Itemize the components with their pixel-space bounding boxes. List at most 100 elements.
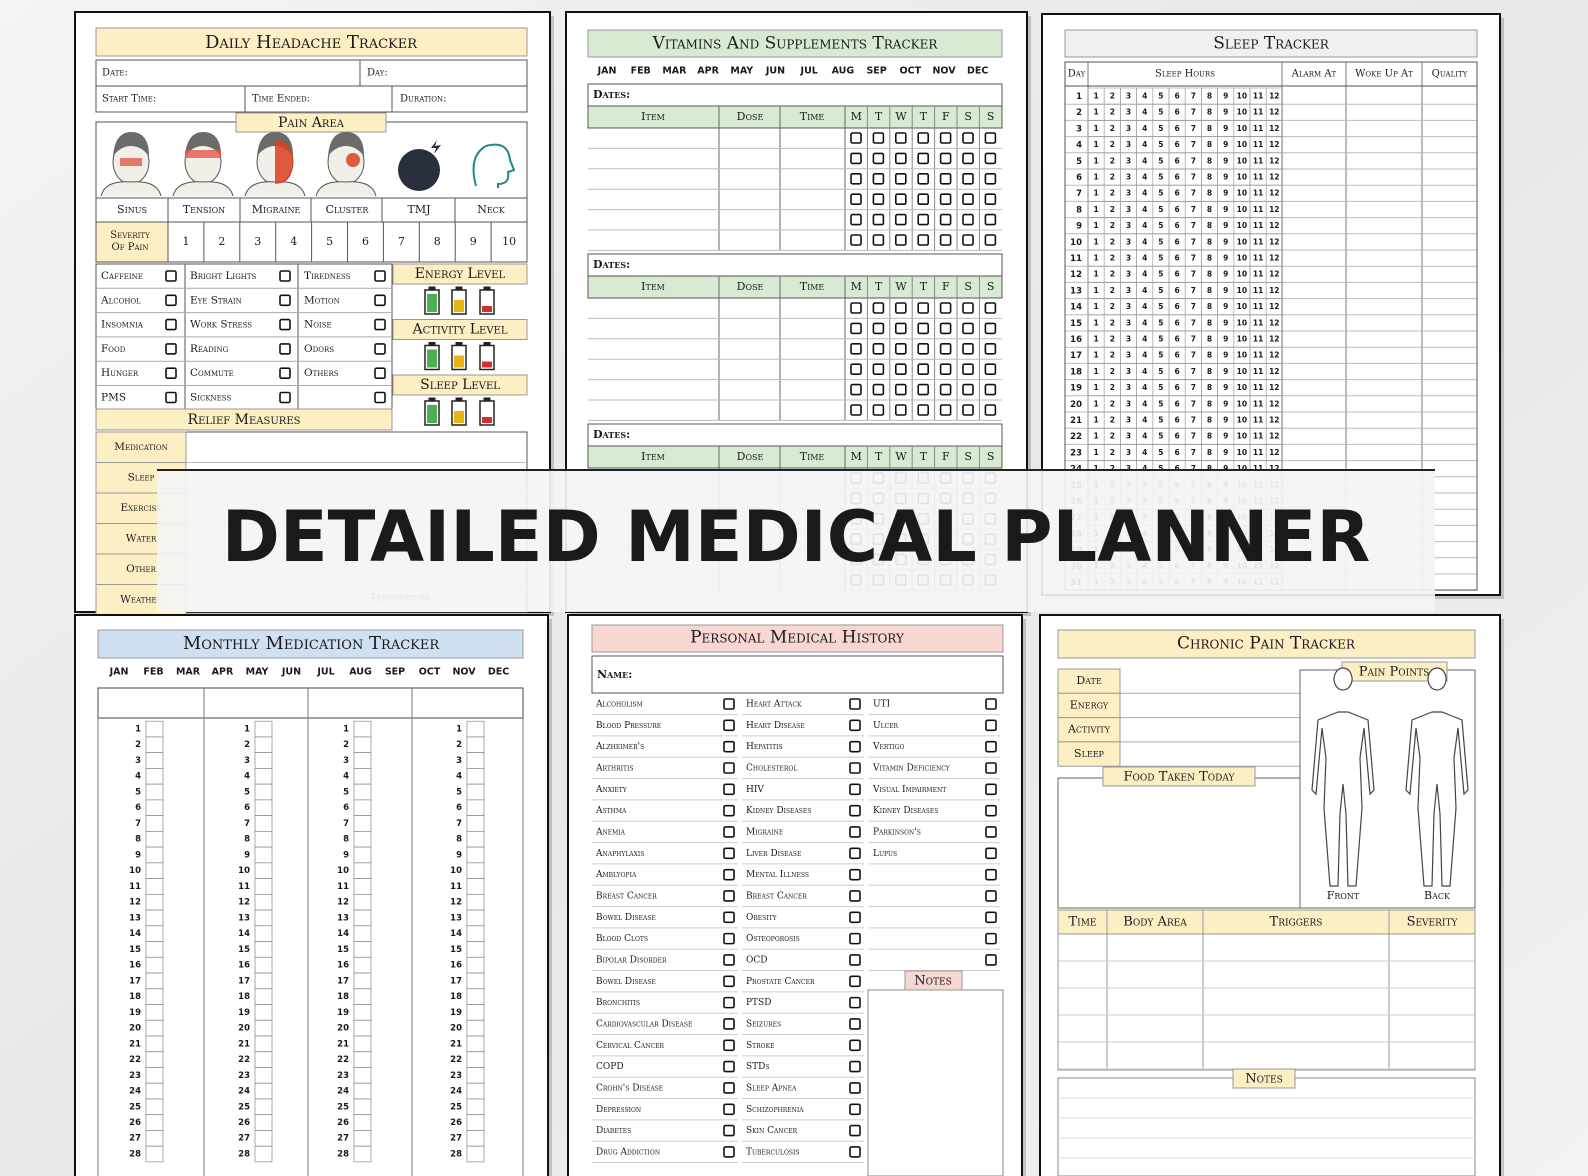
dose-cell — [466, 1145, 485, 1163]
checkbox — [962, 322, 974, 335]
day-number: 22 — [450, 1055, 462, 1065]
checkbox — [723, 1039, 735, 1052]
day-number: 10 — [129, 866, 141, 876]
hour: 1 — [1093, 416, 1098, 425]
hour: 12 — [1269, 270, 1279, 279]
hour: 10 — [1237, 205, 1247, 214]
hour: 6 — [1174, 335, 1179, 344]
hour: 12 — [1269, 399, 1279, 408]
condition: Anxiety — [595, 785, 628, 795]
checkbox — [894, 173, 907, 185]
checkbox — [985, 762, 997, 774]
hour: 2 — [1110, 221, 1115, 230]
dose-cell — [145, 925, 164, 942]
trigger: Motion — [304, 294, 340, 306]
column-header: Item — [641, 110, 665, 123]
day-number: 21 — [450, 1039, 462, 1049]
column-header: Dose — [737, 450, 764, 463]
hour: 1 — [1093, 286, 1098, 295]
battery-charge — [454, 411, 464, 423]
box — [1057, 717, 1121, 743]
hour: 11 — [1253, 189, 1263, 198]
checkbox — [850, 322, 862, 335]
day-number: 23 — [1070, 448, 1082, 458]
hour: 5 — [1158, 318, 1163, 327]
condition: Anaphylaxis — [595, 849, 644, 859]
checkbox — [985, 804, 997, 817]
condition: COPD — [596, 1062, 624, 1072]
hour: 3 — [1126, 448, 1131, 457]
checkbox — [849, 1039, 861, 1052]
pain-spot — [120, 158, 142, 166]
hour: 9 — [1223, 270, 1228, 279]
box — [587, 105, 1003, 129]
hour: 10 — [1237, 254, 1247, 263]
day-number: 9 — [135, 850, 141, 860]
relief-item: Exercise — [120, 502, 161, 514]
dose-cell — [145, 988, 164, 1005]
dose-cell — [145, 799, 164, 816]
box — [1057, 629, 1476, 659]
hour: 11 — [1253, 318, 1263, 327]
hour: 6 — [1174, 124, 1179, 133]
day-number: 10 — [238, 866, 250, 876]
day-number: 12 — [337, 898, 349, 908]
checkbox — [894, 342, 907, 355]
dose-cell — [466, 1067, 485, 1084]
checkbox — [850, 404, 862, 416]
checkbox — [962, 152, 974, 165]
checkbox — [985, 932, 997, 945]
hour: 12 — [1269, 140, 1279, 149]
day-number: 5 — [456, 787, 462, 797]
checkbox — [939, 404, 952, 416]
day-number: 16 — [238, 961, 250, 971]
box — [392, 374, 528, 396]
dose-cell — [353, 846, 372, 864]
hour: 12 — [1269, 221, 1279, 230]
condition: Cholesterol — [746, 763, 797, 773]
dose-cell — [353, 941, 372, 958]
checkbox — [939, 152, 952, 165]
month: SEP — [385, 667, 405, 678]
hour: 1 — [1093, 254, 1098, 263]
dose-cell — [466, 988, 485, 1005]
section-label: Food Taken Today — [1124, 770, 1236, 785]
hour: 4 — [1142, 156, 1147, 165]
month: AUG — [832, 66, 855, 77]
checkbox — [872, 363, 885, 376]
hour: 12 — [1269, 205, 1279, 214]
hour: 3 — [1126, 416, 1131, 425]
day-number: 25 — [450, 1102, 462, 1112]
month: DEC — [967, 66, 988, 77]
hour: 1 — [1093, 173, 1098, 182]
trigger: Commute — [190, 367, 234, 379]
battery-cap — [455, 286, 463, 291]
hour: 12 — [1269, 448, 1279, 457]
hour: 5 — [1158, 221, 1163, 230]
hour: 3 — [1126, 286, 1131, 295]
dose-cell — [145, 752, 164, 769]
column-header: Time — [800, 450, 825, 463]
day-number: 12 — [238, 898, 250, 908]
day-number: 5 — [343, 787, 349, 797]
day-number: 20 — [450, 1024, 462, 1034]
hour: 11 — [1253, 124, 1263, 133]
hour: 5 — [1158, 156, 1163, 165]
hour: 10 — [1237, 140, 1247, 149]
dose-cell — [353, 1114, 372, 1131]
hour: 10 — [1237, 399, 1247, 408]
hour: 10 — [1237, 448, 1247, 457]
hour: 1 — [1093, 448, 1098, 457]
hour: 8 — [1207, 270, 1212, 279]
hour: 12 — [1269, 416, 1279, 425]
checkbox — [939, 132, 952, 144]
day-number: 13 — [129, 913, 141, 923]
day-number: 24 — [238, 1087, 250, 1097]
checkbox — [984, 383, 997, 396]
checkbox — [917, 302, 930, 314]
shoulders — [315, 181, 377, 197]
hour: 12 — [1269, 383, 1279, 392]
hour: 8 — [1207, 416, 1212, 425]
month: OCT — [419, 667, 441, 678]
section-label: Pain Area — [278, 115, 345, 131]
